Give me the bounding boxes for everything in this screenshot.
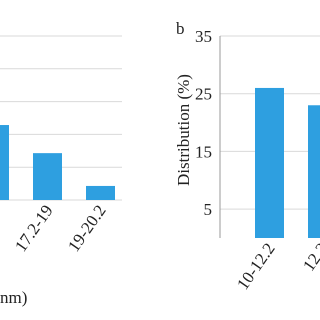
x-tick-label: 19-20.2: [64, 201, 110, 255]
x-axis-label: nm): [0, 288, 27, 307]
bar: [0, 125, 9, 200]
bar: [33, 153, 62, 200]
y-axis-label: Distribution (%): [174, 74, 193, 186]
bar: [308, 105, 320, 238]
y-tick-label: 15: [195, 142, 212, 161]
bar: [255, 87, 284, 238]
x-tick-label: 10-12.2: [233, 239, 279, 293]
x-tick-label: 12.2: [299, 239, 320, 274]
y-tick-label: 25: [195, 85, 212, 104]
y-tick-label: 5: [204, 200, 213, 219]
bar: [86, 185, 115, 200]
x-tick-label: 4-17.2: [0, 201, 4, 248]
panel-label: b: [176, 19, 185, 38]
y-tick-label: 35: [195, 27, 212, 46]
x-tick-label: 17.2-19: [11, 201, 57, 255]
